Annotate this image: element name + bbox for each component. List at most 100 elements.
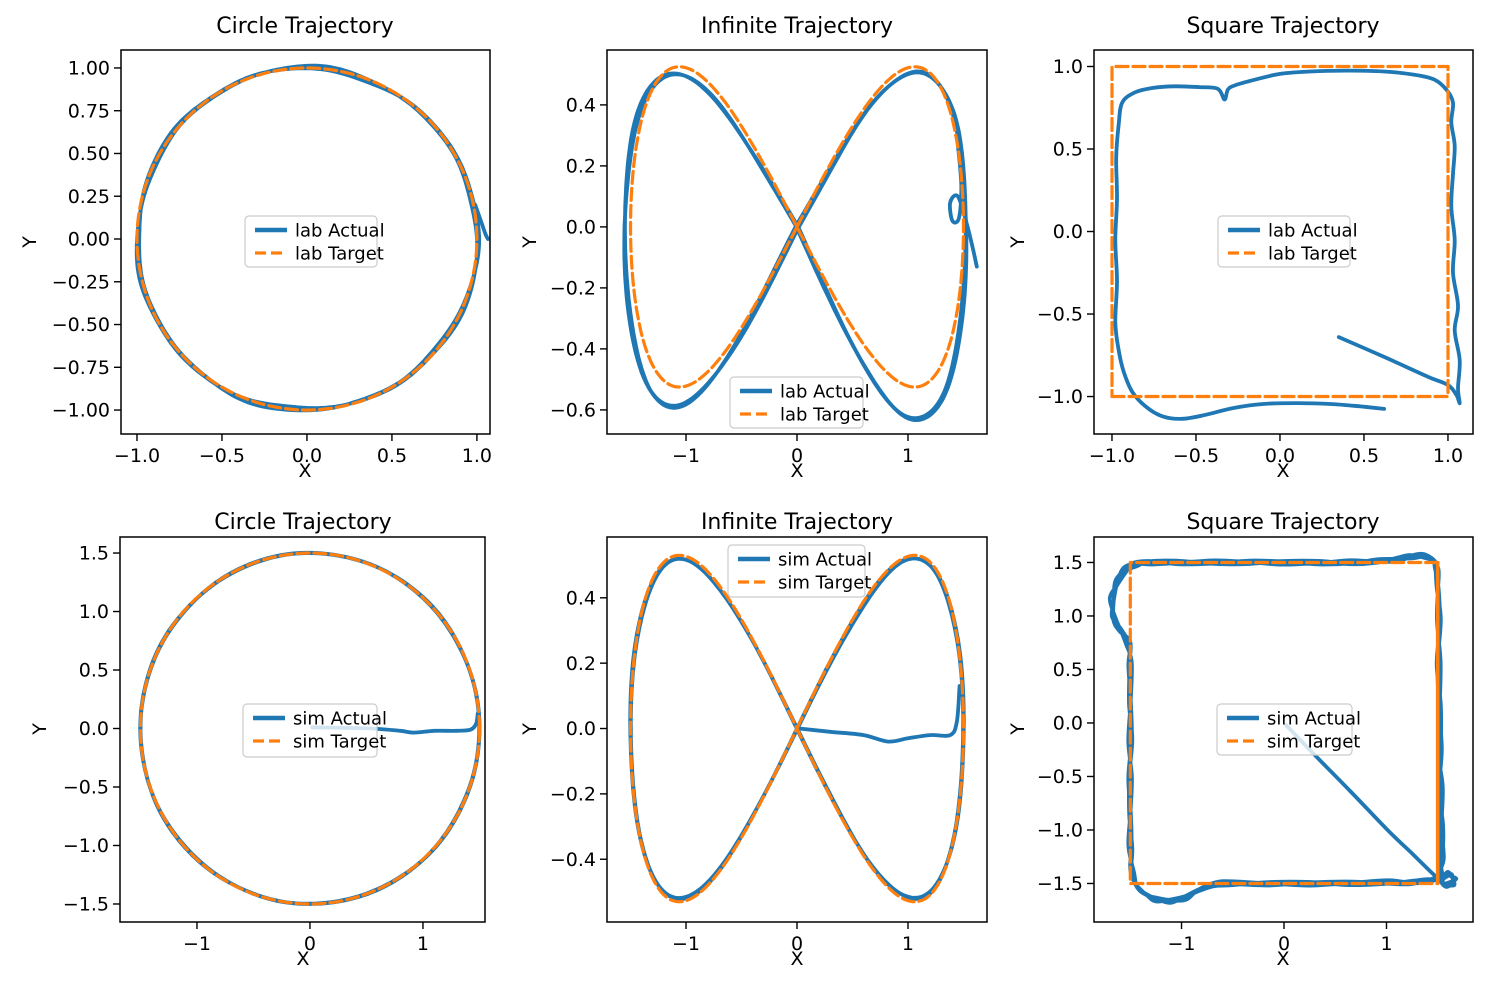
y-tick-label: −0.5 <box>1037 304 1083 326</box>
x-tick-label: −1 <box>672 933 700 955</box>
x-tick-label: 1 <box>902 445 914 467</box>
legend-label: lab Actual <box>1268 220 1358 241</box>
y-tick-label: 0.0 <box>566 718 596 740</box>
axes-frame <box>1093 49 1474 435</box>
y-tick-label: 0.5 <box>1053 659 1083 681</box>
y-tick-label: −0.6 <box>550 400 596 422</box>
y-tick-label: −0.75 <box>52 357 110 379</box>
y-tick-label: 1.0 <box>79 601 109 623</box>
y-axis-label: Y <box>19 236 41 248</box>
x-axis-label: X <box>790 460 804 482</box>
y-tick-label: −1.5 <box>1037 873 1083 895</box>
plot-title-sim-infinite: Infinite Trajectory <box>700 510 894 535</box>
y-tick-label: 1.5 <box>79 543 109 565</box>
y-tick-label: −0.2 <box>550 784 596 806</box>
series-lab-actual <box>1113 68 1462 421</box>
x-tick-label: −0.5 <box>1173 445 1219 467</box>
x-tick-label: 0.0 <box>1265 445 1295 467</box>
axes-frame <box>120 49 491 435</box>
x-tick-label: 1 <box>902 933 914 955</box>
y-tick-label: −0.2 <box>550 278 596 300</box>
y-axis-label: Y <box>519 723 541 735</box>
y-tick-label: 0.4 <box>566 587 596 609</box>
y-tick-label: 0.2 <box>566 156 596 178</box>
x-tick-label: 0 <box>1278 933 1290 955</box>
y-tick-label: 0.5 <box>79 660 109 682</box>
y-tick-label: 0.2 <box>566 653 596 675</box>
x-tick-label: 0.5 <box>1349 445 1379 467</box>
x-tick-label: 1.0 <box>462 445 492 467</box>
legend-label: sim Actual <box>293 708 387 729</box>
x-tick-label: 1.0 <box>1433 445 1463 467</box>
legend-label: lab Target <box>295 243 384 264</box>
series-lab-target <box>135 66 479 412</box>
legend-label: lab Actual <box>295 220 385 241</box>
plot-title-lab-square: Square Trajectory <box>1186 14 1380 39</box>
legend-label: sim Target <box>778 572 871 593</box>
y-tick-label: 1.0 <box>1053 56 1083 78</box>
x-axis-label: X <box>1276 460 1290 482</box>
legend-label: sim Target <box>293 731 386 752</box>
x-tick-label: −1.0 <box>1089 445 1135 467</box>
x-tick-label: 0.0 <box>292 445 322 467</box>
series-lab-target <box>628 65 966 389</box>
x-axis-label: X <box>790 948 804 970</box>
legend-label: lab Actual <box>780 381 870 402</box>
legend-label: sim Target <box>1267 731 1360 752</box>
y-tick-label: 0.0 <box>1053 221 1083 243</box>
series-lab-actual <box>622 69 969 422</box>
x-tick-label: 0 <box>791 933 803 955</box>
x-tick-label: 0 <box>304 933 316 955</box>
y-tick-label: 0.5 <box>1053 139 1083 161</box>
axes-frame <box>119 536 486 923</box>
legend-label: lab Target <box>1268 243 1357 264</box>
x-tick-label: 0.5 <box>377 445 407 467</box>
y-tick-label: 0.0 <box>79 718 109 740</box>
y-tick-label: −1.00 <box>52 400 110 422</box>
legend-label: sim Actual <box>778 549 872 570</box>
y-axis-label: Y <box>1007 723 1029 735</box>
subplot-lab-square: −1.0 −0.5 0.0 0.5 1.0 1.0 0.5 0.0 −0.5 −1.0 lab Ac… <box>1037 49 1474 467</box>
subplot-sim-circle: −1 0 1 1.5 1.0 0.5 0.0 −0.5 −1.0 −1.5 sim Actualsi… <box>63 536 486 955</box>
legend-label: lab Target <box>780 404 869 425</box>
y-tick-label: −0.4 <box>550 849 596 871</box>
series-sim-target <box>628 553 966 904</box>
y-axis-label: Y <box>519 236 541 248</box>
plot-title-lab-circle: Circle Trajectory <box>216 14 394 39</box>
x-axis-label: X <box>1276 948 1290 970</box>
y-tick-label: −1.5 <box>63 894 109 916</box>
x-tick-label: −1.0 <box>114 445 160 467</box>
y-tick-label: −0.25 <box>52 271 110 293</box>
y-tick-label: 0.25 <box>68 186 110 208</box>
x-tick-label: 0 <box>791 445 803 467</box>
y-tick-label: 0.0 <box>1053 713 1083 735</box>
subplot-sim-square: −1 0 1 1.5 1.0 0.5 0.0 −0.5 −1.0 −1.5 sim Actualsi… <box>1037 536 1474 955</box>
y-tick-label: 0.0 <box>566 217 596 239</box>
subplot-lab-circle: −1.0 −0.5 0.0 0.5 1.0 1.00 0.75 0.50 0.25 0.00 −0.… <box>52 49 492 467</box>
legend-label: sim Actual <box>1267 708 1361 729</box>
y-tick-label: 0.4 <box>566 95 596 117</box>
y-axis-label: Y <box>29 723 51 735</box>
plot-title-sim-circle: Circle Trajectory <box>214 510 392 535</box>
y-tick-label: −0.4 <box>550 339 596 361</box>
plot-title-sim-square: Square Trajectory <box>1186 510 1380 535</box>
y-tick-label: 0.50 <box>68 143 110 165</box>
y-tick-label: 1.0 <box>1053 606 1083 628</box>
y-tick-label: −1.0 <box>1037 386 1083 408</box>
series-sim-target <box>1128 560 1440 886</box>
x-axis-label: X <box>296 948 310 970</box>
series-sim-actual <box>797 684 962 744</box>
x-tick-label: −1 <box>672 445 700 467</box>
x-axis-label: X <box>298 460 312 482</box>
x-tick-label: −1 <box>183 933 211 955</box>
y-tick-label: −0.5 <box>63 777 109 799</box>
series-lab-target <box>1110 64 1450 399</box>
y-tick-label: −0.50 <box>52 314 110 336</box>
y-tick-label: −1.0 <box>63 835 109 857</box>
y-tick-label: −1.0 <box>1037 820 1083 842</box>
plot-title-lab-infinite: Infinite Trajectory <box>700 14 894 39</box>
